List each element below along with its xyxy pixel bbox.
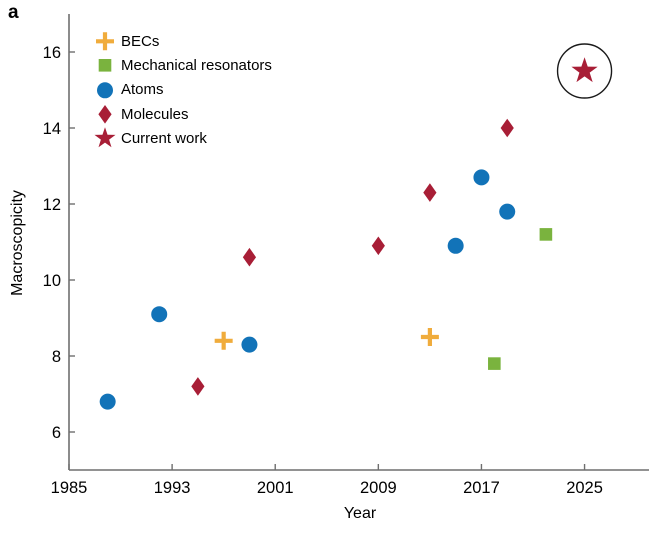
data-point-becs	[214, 331, 233, 350]
legend-item-mechanical-resonators: Mechanical resonators	[93, 53, 272, 77]
legend-label: Atoms	[121, 81, 164, 99]
y-tick-label: 12	[43, 196, 61, 214]
y-tick-label: 14	[43, 120, 61, 138]
data-point-atoms	[151, 306, 168, 323]
data-point-atoms	[447, 237, 464, 254]
y-axis-title: Macroscopicity	[9, 190, 26, 296]
legend-label: BECs	[121, 32, 160, 50]
legend-label: Current work	[121, 129, 207, 147]
x-tick-label: 2025	[566, 479, 603, 497]
legend-label: Molecules	[121, 105, 189, 123]
legend-label: Mechanical resonators	[121, 56, 272, 74]
data-point-mechanical-resonators	[539, 228, 553, 241]
circle-marker-glyph	[97, 82, 113, 99]
data-point-molecules	[423, 183, 437, 202]
plus-marker-glyph	[96, 32, 114, 51]
data-point-molecules	[242, 247, 257, 267]
legend-item-molecules: Molecules	[93, 102, 272, 126]
legend: BECs Mechanical resonators Atoms Molecules C…	[93, 29, 272, 150]
data-point-current-work	[571, 57, 598, 83]
circle-marker-icon	[97, 82, 113, 99]
data-point-mechanical-resonators	[488, 357, 501, 370]
star-marker-icon	[94, 127, 116, 148]
star-marker-glyph	[94, 127, 116, 148]
legend-item-atoms: Atoms	[93, 78, 272, 102]
x-tick-label: 2001	[257, 479, 294, 497]
x-tick-label: 1993	[154, 479, 191, 497]
diamond-marker-icon	[98, 105, 112, 124]
data-point-atoms	[99, 393, 116, 410]
data-point-becs	[420, 328, 439, 346]
legend-item-current-work: Current work	[93, 126, 272, 150]
y-tick-label: 8	[52, 348, 61, 366]
data-point-atoms	[241, 336, 258, 353]
legend-item-becs: BECs	[93, 29, 272, 53]
current-work-annotation-circle	[556, 43, 613, 99]
x-tick-label: 1985	[51, 479, 88, 497]
x-axis-title: Year	[343, 505, 377, 522]
data-point-molecules	[500, 118, 514, 138]
panel-label: a	[8, 2, 19, 23]
y-tick-label: 16	[43, 44, 61, 62]
data-point-molecules	[371, 236, 385, 256]
data-point-molecules	[191, 377, 205, 396]
diamond-marker-glyph	[98, 105, 112, 124]
data-point-atoms	[473, 169, 490, 186]
y-tick-label: 6	[52, 424, 61, 442]
square-marker-glyph	[98, 59, 112, 73]
square-marker-icon	[98, 59, 112, 73]
y-tick-label: 10	[43, 272, 61, 290]
x-tick-label: 2017	[463, 479, 500, 497]
x-tick-label: 2009	[360, 479, 397, 497]
data-point-atoms	[499, 203, 516, 220]
plus-marker-icon	[96, 32, 114, 51]
